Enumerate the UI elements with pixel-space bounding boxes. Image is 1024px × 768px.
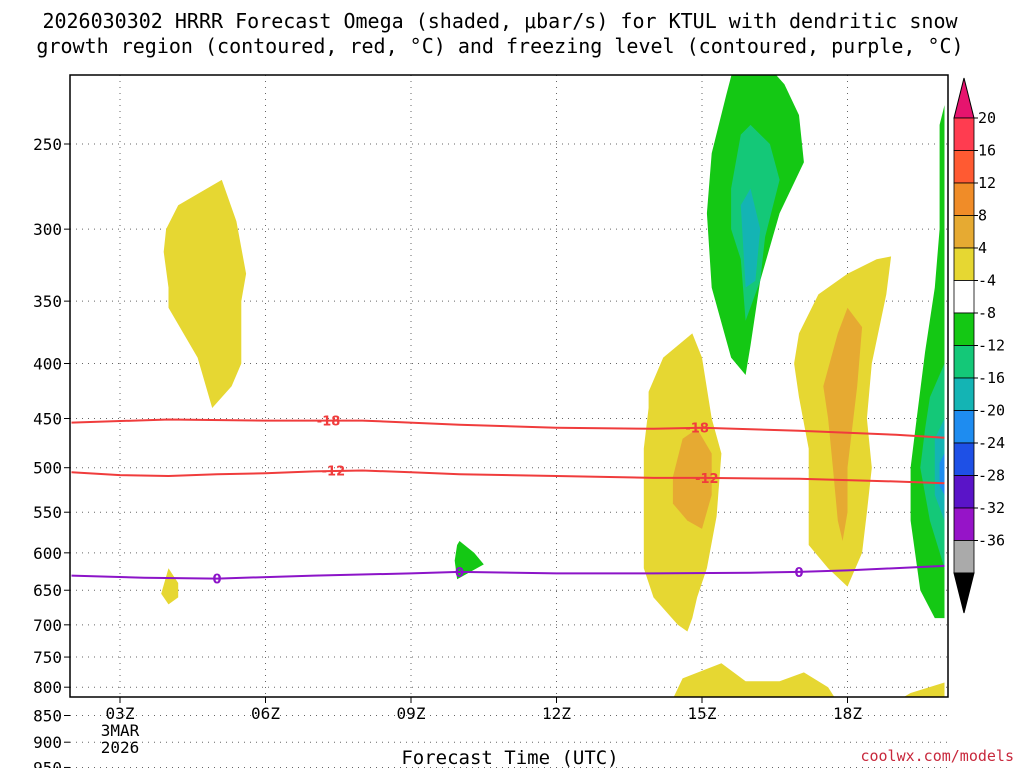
colorbar-label-11: -28: [978, 467, 1005, 485]
colorbar-segment-10: [953, 442, 975, 476]
colorbar-label-0: 20: [978, 109, 996, 127]
colorbar-label-12: -32: [978, 499, 1005, 517]
dgz-minus-18-line: [71, 418, 945, 439]
ytick-label-300: 300: [33, 220, 62, 239]
ytick-label-700: 700: [33, 616, 62, 635]
x-axis-title: Forecast Time (UTC): [401, 747, 618, 768]
ytick-label-400: 400: [33, 354, 62, 373]
ytick-label-750: 750: [33, 648, 62, 667]
colorbar-segment-11: [953, 475, 975, 509]
colorbar-label-5: -4: [978, 272, 996, 290]
xtick-label-09Z: 09Z: [397, 704, 426, 723]
omega-pos4-upper-left: [163, 179, 247, 408]
colorbar-segment-9: [953, 410, 975, 444]
colorbar-label-10: -24: [978, 434, 1005, 452]
dgz-minus-18-label-0: -18: [317, 415, 341, 430]
chart-title-line-2: growth region (contoured, red, °C) and f…: [36, 34, 963, 58]
omega-neg8-small-620: [454, 541, 484, 580]
colorbar-segment-5: [953, 280, 975, 314]
dgz-minus-18-label-1: -18: [685, 422, 709, 437]
colorbar-segment-0: [953, 117, 975, 151]
colorbar: 20 16 12 8 4 -4 -8 -12 -16 -20 -24 -28 -32 -36: [953, 77, 1005, 614]
xtick-label-06Z: 06Z: [251, 704, 280, 723]
colorbar-bottom-arrow: [953, 572, 975, 614]
xtick-label-12Z: 12Z: [542, 704, 571, 723]
ytick-label-950: 950: [33, 758, 62, 768]
ytick-label-500: 500: [33, 459, 62, 478]
freezing-level-0-label-0: 0: [212, 573, 221, 588]
colorbar-segment-1: [953, 150, 975, 184]
xtick-label-18Z: 18Z: [833, 704, 862, 723]
colorbar-segment-2: [953, 182, 975, 216]
colorbar-label-8: -16: [978, 369, 1005, 387]
colorbar-segment-4: [953, 247, 975, 281]
ytick-label-550: 550: [33, 503, 62, 522]
xtick-label-15Z: 15Z: [688, 704, 717, 723]
ytick-label-900: 900: [33, 733, 62, 752]
omega-pos4-low-15z-20z: [673, 663, 945, 697]
colorbar-label-4: 4: [978, 239, 987, 257]
temperature-contours: [71, 418, 945, 580]
omega-neg12-right-edge: [920, 363, 945, 569]
dgz-minus-12-label-0: -12: [322, 464, 346, 479]
freezing-level-0-label-2: 0: [794, 566, 803, 581]
xtick-sublabel-03Z-1: 2026: [101, 738, 140, 757]
gridlines: [70, 75, 948, 768]
colorbar-label-1: 16: [978, 142, 996, 160]
ytick-label-650: 650: [33, 581, 62, 600]
ytick-label-350: 350: [33, 292, 62, 311]
ytick-label-850: 850: [33, 707, 62, 726]
freezing-level-0-line: [71, 564, 945, 580]
chart-title-line-1: 2026030302 HRRR Forecast Omega (shaded, …: [42, 9, 958, 33]
ytick-label-600: 600: [33, 544, 62, 563]
colorbar-segment-8: [953, 377, 975, 411]
colorbar-label-7: -12: [978, 337, 1005, 355]
colorbar-segment-13: [953, 540, 975, 574]
dgz-minus-12-label-1: -12: [695, 472, 719, 487]
ytick-label-800: 800: [33, 678, 62, 697]
plot-frame: [69, 74, 949, 698]
colorbar-label-13: -36: [978, 532, 1005, 550]
y-axis-ticks: 250 300 350 400 450 500 550 600 650 700 750 800 850 9…: [33, 135, 70, 768]
omega-neg20-right-edge: [939, 453, 945, 495]
ytick-label-250: 250: [33, 135, 62, 154]
ytick-label-450: 450: [33, 409, 62, 428]
colorbar-segment-6: [953, 312, 975, 346]
colorbar-label-3: 8: [978, 207, 987, 225]
colorbar-segment-7: [953, 345, 975, 379]
freezing-level-0-label-1: 0: [455, 566, 464, 581]
credit-text: coolwx.com/models: [860, 747, 1014, 765]
colorbar-segment-3: [953, 215, 975, 249]
contour-labels: -18 -18 -12 -12 0 0 0: [212, 415, 803, 588]
omega-neg16-upper-16z: [740, 188, 761, 288]
xtick-label-03Z: 03Z: [106, 704, 135, 723]
colorbar-label-2: 12: [978, 174, 996, 192]
omega-pos8-mid-18z: [823, 307, 863, 541]
colorbar-label-9: -20: [978, 402, 1005, 420]
dgz-minus-12-line: [71, 469, 945, 485]
colorbar-label-6: -8: [978, 304, 996, 322]
xtick-sublabel-03Z-0: 3MAR: [101, 721, 140, 740]
colorbar-segment-12: [953, 507, 975, 541]
